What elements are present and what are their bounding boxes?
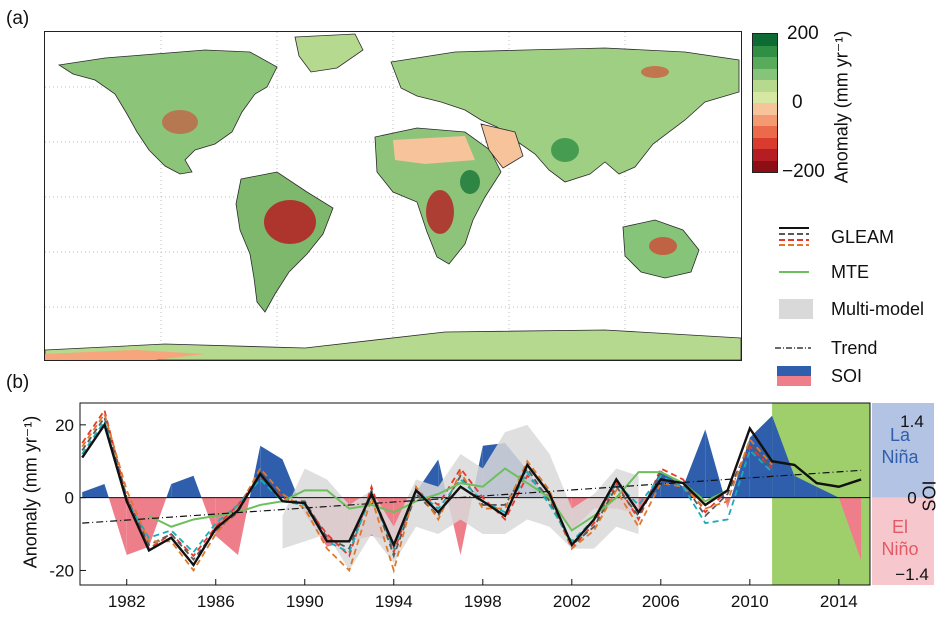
el-nino-label: El Niño: [872, 516, 928, 560]
mte-legend-swatch: [779, 271, 809, 273]
x-tick-label: 1994: [375, 592, 413, 611]
antarctica-dry-region: [45, 350, 205, 360]
colorbar-step: [753, 45, 777, 57]
australia-dry-anomaly: [649, 237, 677, 255]
amazon-dry-anomaly: [264, 200, 316, 244]
soi-segment: [148, 497, 167, 547]
soi-segment: [660, 470, 684, 498]
mte-line: [148, 467, 729, 532]
global-anomaly-map: [44, 31, 742, 361]
soi-segment: [724, 497, 728, 509]
soi-segment: [282, 459, 299, 498]
soi-segment: [260, 445, 283, 498]
colorbar-step: [753, 57, 777, 69]
la-nina-label: La Niña: [872, 424, 928, 468]
east-africa-wet-anomaly: [460, 170, 480, 194]
legend-multimodel-label: Multi-model: [831, 299, 925, 319]
north-america-landmass: [57, 49, 278, 175]
y-axis-title: Anomaly (mm yr⁻¹): [20, 415, 41, 569]
colorbar-step: [753, 103, 777, 115]
el-nino-line-2: Niño: [881, 539, 919, 559]
axes-layer: 1982 1986 1990 1994 1998 2002 2006 2010 2014 20 0 -…: [49, 402, 929, 611]
greenland-landmass: [294, 33, 364, 73]
panel-label-b: (b): [6, 372, 30, 393]
gleam-ensemble-line: [81, 415, 773, 561]
us-anomaly: [162, 110, 198, 134]
series-lines-layer: [80, 408, 870, 574]
la-nina-band: [872, 403, 934, 498]
legend-soi-label: SOI: [831, 366, 863, 386]
soi-segment: [104, 483, 109, 498]
la-nina-line-1: La: [889, 425, 911, 445]
x-tick-label: 2006: [642, 592, 680, 611]
soi-segment: [108, 497, 127, 555]
soi-segment: [166, 483, 172, 498]
antarctica-landmass: [45, 329, 741, 360]
legend-mte-label: MTE: [831, 262, 869, 282]
el-nino-line-1: El: [891, 517, 908, 537]
soi-segment: [838, 497, 862, 561]
multimodel-legend-swatch: [779, 299, 813, 319]
gleam-legend-swatch: [779, 227, 809, 246]
soi-segment: [683, 429, 706, 498]
europe-asia-landmass: [390, 47, 740, 183]
gleam-ensemble-line: [81, 411, 773, 574]
colorbar-step: [753, 149, 777, 161]
la-nina-line-2: Niña: [881, 447, 919, 467]
colorbar-step: [753, 160, 777, 172]
y-tick-label: 0: [65, 489, 74, 508]
plot-frame: [79, 402, 871, 586]
world-map-svg: [45, 32, 741, 360]
soi-segment: [705, 429, 725, 498]
el-nino-band: [872, 497, 934, 585]
soi-segment: [193, 475, 202, 498]
time-series-chart: 1982 1986 1990 1994 1998 2002 2006 2010 2014 20 0 -…: [49, 402, 934, 611]
legend-gleam-label: GLEAM: [831, 227, 895, 247]
x-tick-label: 2010: [731, 592, 769, 611]
x-tick-label: 2014: [820, 592, 858, 611]
arabia-desert-region: [480, 123, 524, 169]
colorbar-step: [753, 114, 777, 126]
congo-dry-anomaly: [426, 190, 454, 234]
colorbar-tick-min: −200: [782, 161, 825, 182]
colorbar-step: [753, 34, 777, 46]
legend-trend-label: Trend: [831, 338, 878, 358]
x-tick-label: 1986: [197, 592, 235, 611]
trend-legend-swatch: [775, 347, 811, 349]
soi-axis-title: SOI: [919, 480, 940, 512]
colorbar-step: [753, 126, 777, 138]
x-tick-label: 1982: [108, 592, 146, 611]
panel-label-a: (a): [6, 8, 30, 29]
gleam-line: [81, 422, 862, 568]
sahara-desert-region: [393, 136, 475, 164]
x-tick-label: 1998: [464, 592, 502, 611]
x-tick-label: 2002: [553, 592, 591, 611]
soi-segment: [215, 497, 238, 555]
colorbar-step: [753, 91, 777, 103]
y-tick-label: 20: [55, 416, 74, 435]
siberia-dry-anomaly: [641, 66, 669, 78]
soi-segment: [171, 475, 194, 498]
y-tick-label: -20: [49, 561, 74, 580]
x-tick-label: 1990: [286, 592, 324, 611]
soi-tick-label: 0: [907, 489, 916, 508]
colorbar-step: [753, 80, 777, 92]
soi-segment: [82, 483, 105, 498]
colorbar-step: [753, 137, 777, 149]
soi-segment: [772, 415, 795, 498]
colorbar-title: Anomaly (mm yr⁻¹): [831, 30, 852, 184]
colorbar-tick-max: 200: [787, 23, 819, 44]
colorbar-step: [753, 68, 777, 80]
soi-segment: [393, 497, 414, 542]
soi-tick-label: 1.4: [900, 412, 924, 431]
soi-legend-swatch: [777, 366, 811, 386]
soi-tick-label: −1.4: [895, 565, 929, 584]
soi-segment: [794, 475, 817, 498]
colorbar-tick-zero: 0: [792, 92, 803, 113]
india-wet-anomaly: [551, 138, 579, 162]
colorbar: [752, 33, 778, 173]
